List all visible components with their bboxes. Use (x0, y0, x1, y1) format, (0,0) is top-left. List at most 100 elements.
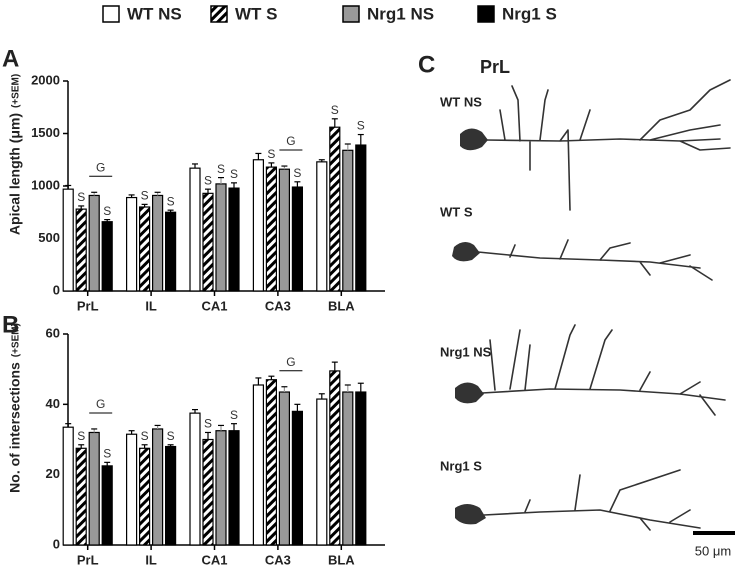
bar (62, 426, 74, 546)
bar (88, 431, 100, 546)
bar (152, 194, 164, 292)
x-tick-label: BLA (328, 552, 355, 567)
bar (342, 149, 354, 292)
legend-label: WT NS (127, 4, 182, 23)
significance-label: S (230, 167, 238, 181)
significance-label: S (141, 429, 149, 443)
significance-label: S (267, 147, 275, 161)
bar (62, 188, 74, 292)
bar (139, 447, 151, 546)
legend-label: Nrg1 NS (367, 4, 434, 23)
x-tick-label: IL (145, 298, 157, 313)
panel-c-title: PrL (480, 57, 510, 77)
bar (316, 161, 328, 292)
y-axis-title: Apical length (μm) (7, 113, 23, 235)
significance-label: S (77, 190, 85, 204)
y-axis-title: No. of intersections (7, 362, 23, 493)
significance-label: S (293, 166, 301, 180)
bar (202, 192, 214, 292)
charts: WT NS WT S Nrg1 NS Nrg1 S A Apical length (μm… (2, 4, 557, 567)
legend-swatch (102, 5, 120, 23)
bar (189, 412, 201, 546)
significance-label: S (230, 408, 238, 422)
group-label: G (96, 397, 105, 411)
significance-label: S (103, 447, 111, 461)
legend-swatch (477, 5, 495, 23)
bar (125, 433, 138, 546)
bar (189, 167, 201, 292)
panel-c: C PrL WT NS WT S Nrg1 NS Nrg1 S 50 μm (418, 51, 735, 558)
legend-swatch (342, 5, 360, 23)
y-tick-label: 1000 (31, 177, 60, 192)
bar (202, 438, 214, 546)
significance-label: S (204, 173, 212, 187)
y-tick-label: 0 (53, 282, 60, 297)
bar (75, 208, 87, 292)
y-tick-label: 2000 (31, 72, 60, 87)
bar (139, 206, 151, 292)
significance-label: S (331, 103, 339, 117)
bar (265, 166, 277, 292)
y-tick-label: 500 (38, 230, 60, 245)
neuron-label: WT NS (440, 94, 482, 109)
x-tick-label: PrL (77, 298, 99, 313)
significance-label: S (357, 119, 365, 133)
significance-label: S (77, 429, 85, 443)
bar (125, 196, 138, 292)
significance-label: S (167, 429, 175, 443)
bar (355, 144, 367, 292)
bar (101, 465, 113, 546)
y-axis-note: (+SEM) (11, 74, 22, 108)
group-label: G (286, 355, 295, 369)
bar (252, 159, 264, 292)
bar (291, 186, 303, 292)
y-tick-label: 60 (46, 325, 60, 340)
bar (215, 183, 227, 292)
bar (342, 391, 354, 546)
bar (101, 221, 113, 292)
bar (75, 447, 87, 546)
legend-label: WT S (235, 4, 278, 23)
neuron-label: Nrg1 NS (440, 344, 492, 359)
neuron-label: Nrg1 S (440, 458, 482, 473)
bar (228, 187, 240, 292)
bar (265, 379, 277, 546)
bar (152, 428, 164, 546)
x-tick-label: BLA (328, 298, 355, 313)
y-axis-note: (+SEM) (11, 323, 22, 357)
bar (215, 430, 227, 546)
x-tick-label: CA1 (201, 298, 227, 313)
legend-label: Nrg1 S (502, 4, 557, 23)
y-tick-label: 20 (46, 466, 60, 481)
bar (329, 126, 341, 292)
significance-label: S (103, 204, 111, 218)
y-tick-label: 1500 (31, 125, 60, 140)
x-tick-label: CA1 (201, 552, 227, 567)
group-label: G (286, 134, 295, 148)
group-label: G (96, 160, 105, 174)
bar (316, 398, 328, 546)
scale-bar-label: 50 μm (695, 543, 731, 558)
bar (165, 445, 177, 546)
neuron-label: WT S (440, 204, 473, 219)
bar (355, 391, 367, 546)
bar (228, 430, 240, 546)
legend-swatch (210, 5, 228, 23)
x-tick-label: IL (145, 552, 157, 567)
x-tick-label: PrL (77, 552, 99, 567)
y-tick-label: 0 (53, 536, 60, 551)
bar (329, 370, 341, 546)
bar (252, 384, 264, 546)
x-tick-label: CA3 (265, 298, 291, 313)
panel-letter: C (418, 51, 435, 78)
significance-label: S (204, 417, 212, 431)
bar (88, 194, 100, 292)
bar (291, 410, 303, 546)
panel-letter: A (2, 45, 19, 72)
significance-label: S (167, 194, 175, 208)
bar (278, 391, 290, 546)
y-tick-label: 40 (46, 396, 60, 411)
bar (278, 168, 290, 292)
significance-label: S (141, 189, 149, 203)
